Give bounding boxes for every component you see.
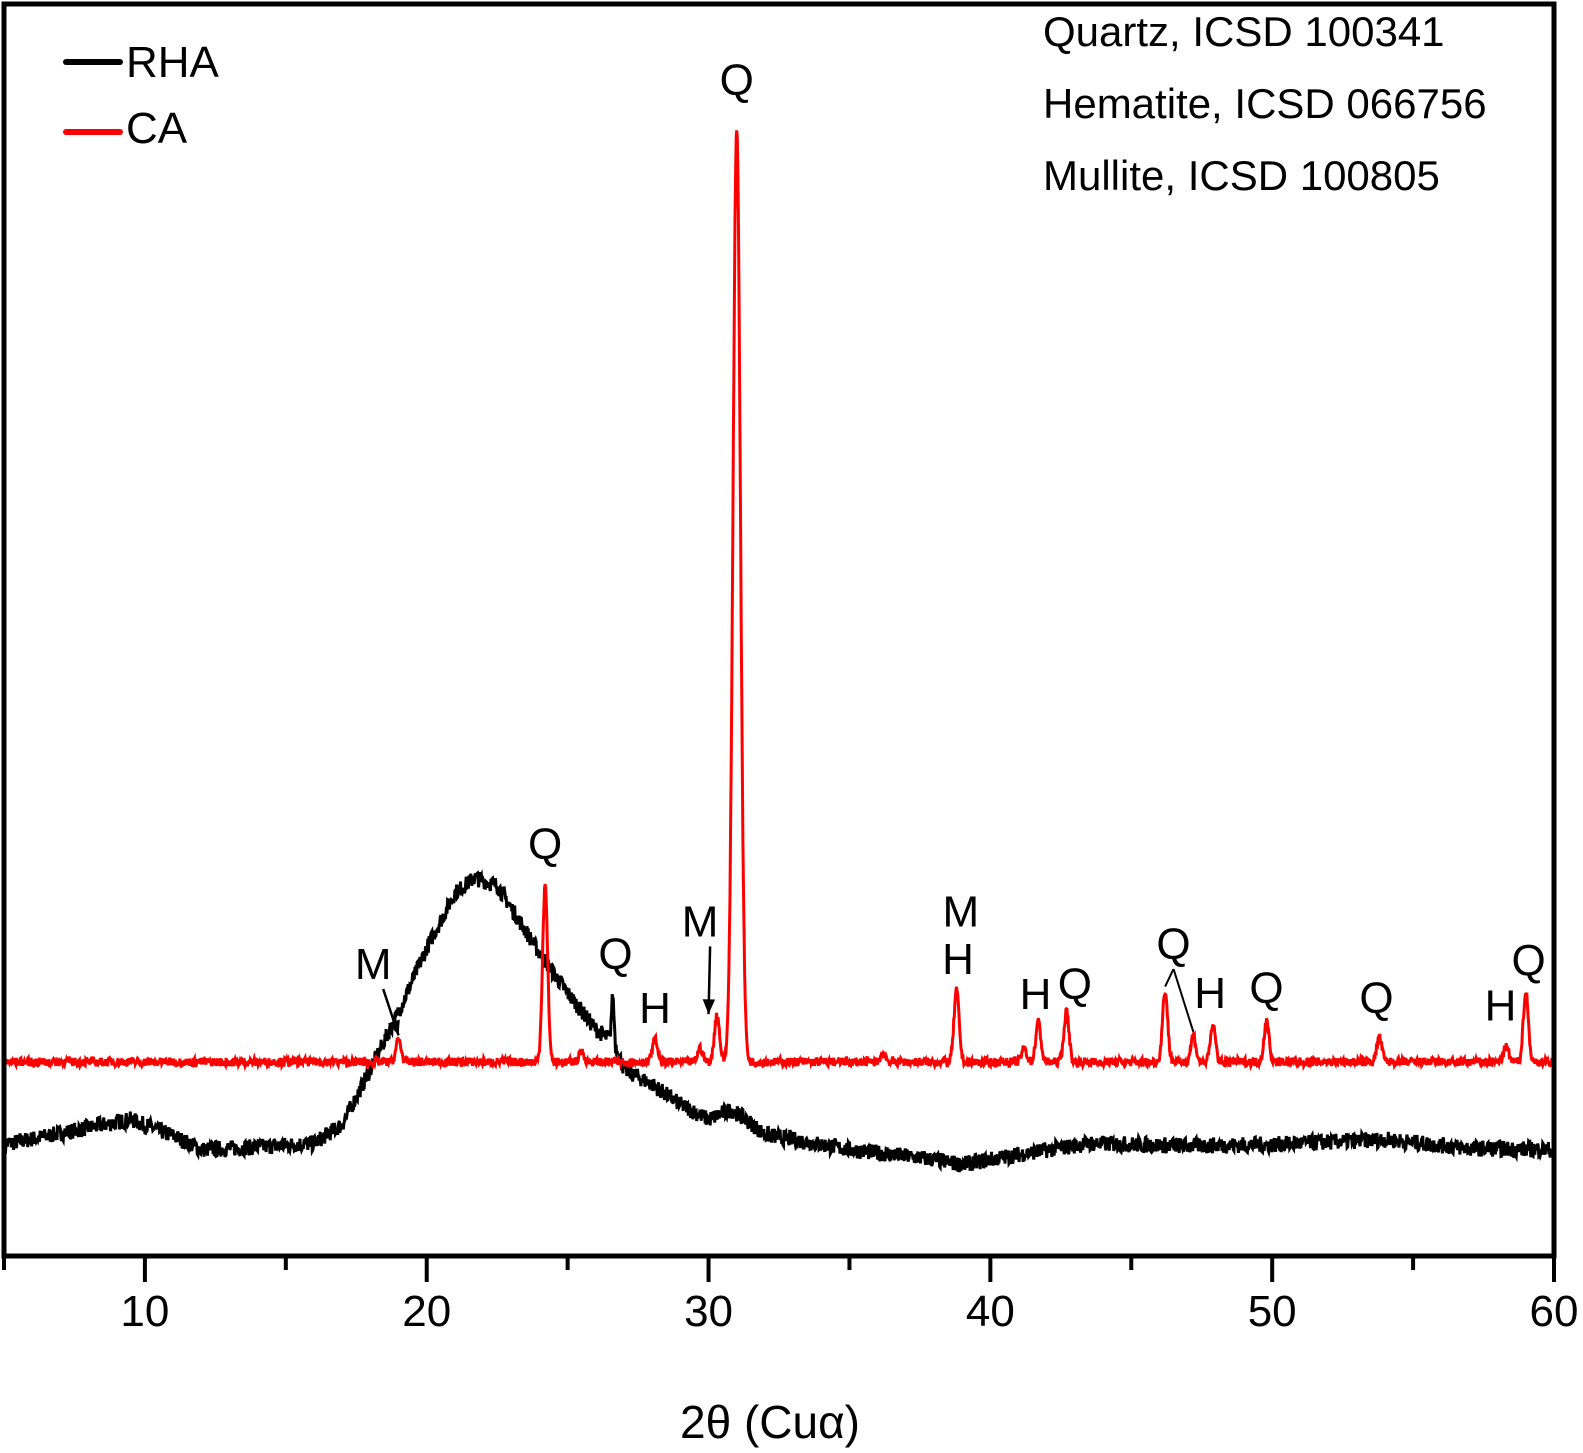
- phase-mullite: Mullite, ICSD 100805: [1043, 152, 1440, 199]
- peak-label-q: Q: [1359, 974, 1393, 1023]
- legend-label-rha: RHA: [126, 38, 220, 87]
- peak-label-q: Q: [1058, 960, 1092, 1009]
- arrow-head-icon: [702, 999, 716, 1015]
- annotation-leader-line: [1172, 968, 1195, 1032]
- series-line-rha: [2, 869, 1555, 1173]
- peak-label-q: Q: [1512, 936, 1546, 985]
- x-tick-label-30: 30: [684, 1287, 733, 1336]
- x-tick-label-10: 10: [120, 1287, 169, 1336]
- arrow-head-icon: [387, 1019, 400, 1036]
- peak-annotations: QQM QHM MHH QQH Q Q HQ: [355, 56, 1546, 1036]
- peak-label-q: Q: [1249, 964, 1283, 1013]
- legend: RHA CA: [63, 38, 220, 153]
- peak-label-h: H: [1020, 970, 1052, 1019]
- x-axis-label: 2θ (Cuα): [680, 1396, 860, 1448]
- peak-label-m: M: [355, 940, 392, 989]
- x-axis: 10 20 30 40 50 60: [2, 1256, 1579, 1336]
- series-line-ca: [2, 130, 1555, 1072]
- peak-label-q: Q: [598, 930, 632, 979]
- peak-label-h: H: [1485, 981, 1517, 1030]
- legend-label-ca: CA: [126, 104, 188, 153]
- annotation-leader-line: [1164, 968, 1175, 988]
- x-tick-label-50: 50: [1248, 1287, 1297, 1336]
- x-tick-label-40: 40: [966, 1287, 1015, 1336]
- plot-area: [2, 130, 1555, 1173]
- peak-label-m: M: [942, 887, 979, 936]
- peak-label-h: H: [639, 984, 671, 1033]
- phase-hematite: Hematite, ICSD 066756: [1043, 80, 1487, 127]
- x-tick-label-60: 60: [1530, 1287, 1579, 1336]
- x-tick-label-20: 20: [402, 1287, 451, 1336]
- plot-frame: [1, 1, 1557, 1259]
- peak-label-h: H: [942, 935, 974, 984]
- peak-label-q: Q: [528, 820, 562, 869]
- peak-label-q: Q: [720, 56, 754, 105]
- phase-legend: Quartz, ICSD 100341 Hematite, ICSD 06675…: [1043, 8, 1487, 199]
- peak-label-h: H: [1194, 969, 1226, 1018]
- peak-label-m: M: [682, 897, 719, 946]
- phase-quartz: Quartz, ICSD 100341: [1043, 8, 1445, 55]
- peak-label-q: Q: [1156, 920, 1190, 969]
